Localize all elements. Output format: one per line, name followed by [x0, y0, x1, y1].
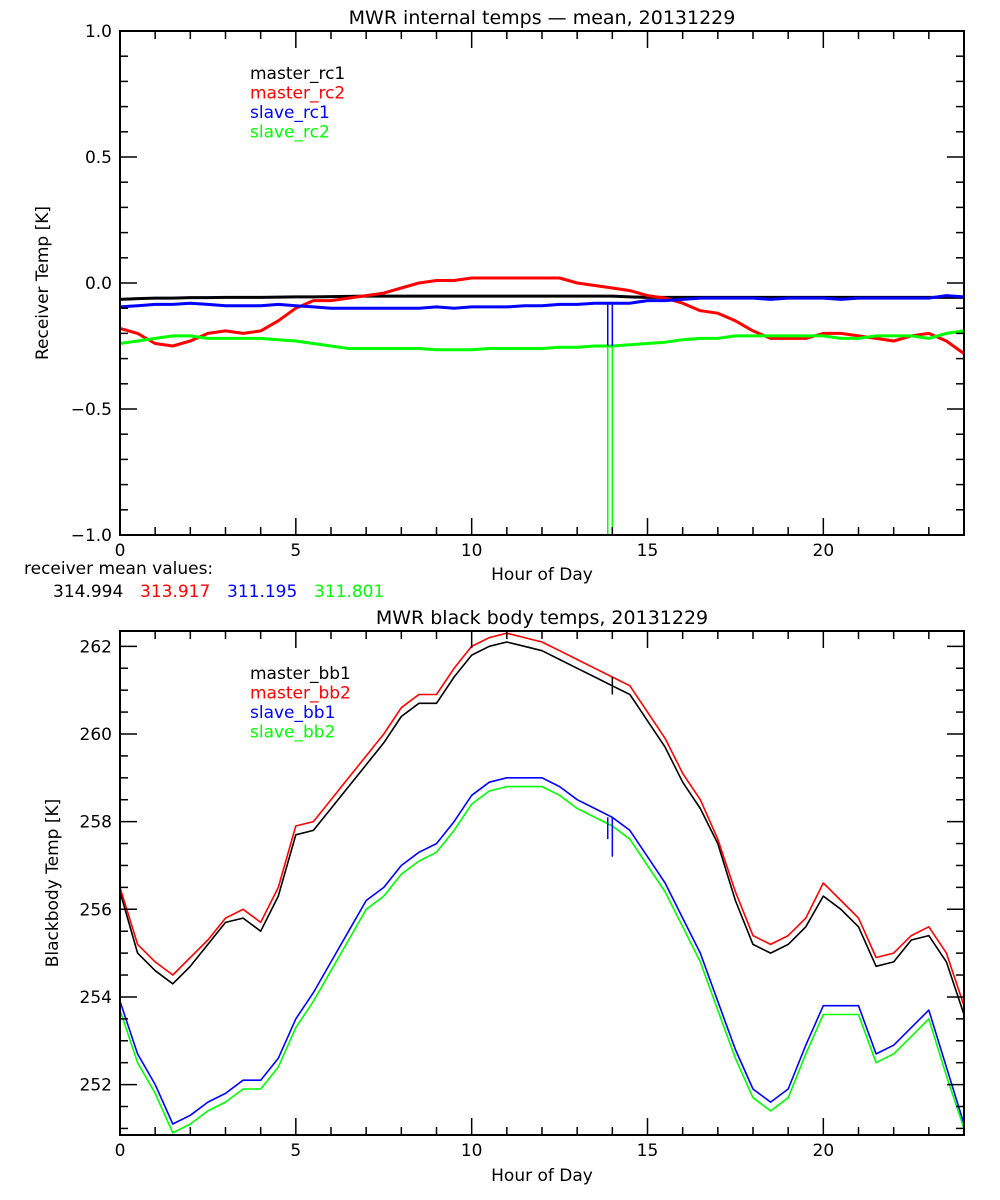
y-tick-label: 260: [80, 725, 112, 745]
receiver-mean-value: 311.195: [227, 582, 297, 602]
y-tick-label: 252: [80, 1076, 112, 1096]
series-line-slave-bb2: [119, 785, 965, 1134]
x-tick-label: 0: [115, 1141, 126, 1161]
y-tick-label: −0.5: [71, 400, 112, 420]
series-line-master-rc2: [119, 276, 965, 355]
legend-entry-slave-bb1: slave_bb1: [250, 703, 335, 723]
legend-entry-master-rc2: master_rc2: [250, 84, 345, 104]
y-tick-label: 258: [80, 813, 112, 833]
series-line-slave-rc2: [119, 329, 965, 352]
series-line-slave-bb1: [119, 776, 965, 1125]
receiver-mean-label: receiver mean values:: [24, 559, 213, 579]
receiver-temps-plot: MWR internal temps — mean, 20131229 Rece…: [24, 7, 965, 602]
receiver-mean-value: 313.917: [140, 582, 210, 602]
top-plot-title: MWR internal temps — mean, 20131229: [349, 7, 736, 29]
receiver-mean-value: 314.994: [53, 582, 123, 602]
top-x-axis-label: Hour of Day: [491, 565, 593, 585]
y-tick-label: −1.0: [71, 526, 112, 546]
bottom-x-axis-label: Hour of Day: [491, 1166, 593, 1186]
x-tick-label: 5: [290, 1141, 301, 1161]
legend-entry-slave-bb2: slave_bb2: [250, 723, 335, 743]
x-tick-label: 20: [813, 541, 835, 561]
series-line-slave-rc1: [119, 294, 965, 310]
legend-entry-slave-rc1: slave_rc1: [250, 103, 330, 123]
blackbody-temps-plot: MWR black body temps, 20131229 Blackbody…: [43, 607, 965, 1186]
y-tick-label: 1.0: [85, 22, 112, 42]
y-tick-label: 254: [80, 988, 112, 1008]
y-tick-label: 0.0: [85, 274, 112, 294]
legend-entry-master-bb2: master_bb2: [250, 684, 351, 704]
legend-entry-master-rc1: master_rc1: [250, 64, 345, 84]
y-tick-label: 256: [80, 900, 112, 920]
x-tick-label: 20: [813, 1141, 835, 1161]
y-tick-label: 0.5: [85, 148, 112, 168]
series-line-master-bb1: [119, 641, 965, 1015]
y-tick-label: 262: [80, 637, 112, 657]
x-tick-label: 0: [115, 541, 126, 561]
top-y-axis-label: Receiver Temp [K]: [33, 206, 53, 360]
x-tick-label: 10: [461, 541, 483, 561]
series-line-master-bb2: [119, 632, 965, 1006]
x-tick-label: 15: [637, 541, 659, 561]
receiver-mean-values: 314.994 313.917 311.195 311.801: [53, 582, 384, 602]
bottom-y-axis-label: Blackbody Temp [K]: [43, 799, 63, 968]
legend-entry-slave-rc2: slave_rc2: [250, 123, 330, 143]
legend-entry-master-bb1: master_bb1: [250, 664, 351, 684]
top-plot-frame: [119, 30, 965, 536]
x-tick-label: 10: [461, 1141, 483, 1161]
bottom-plot-frame: [119, 630, 965, 1136]
bottom-plot-title: MWR black body temps, 20131229: [376, 607, 708, 629]
x-tick-label: 15: [637, 1141, 659, 1161]
x-tick-label: 5: [290, 541, 301, 561]
receiver-mean-value: 311.801: [314, 582, 384, 602]
